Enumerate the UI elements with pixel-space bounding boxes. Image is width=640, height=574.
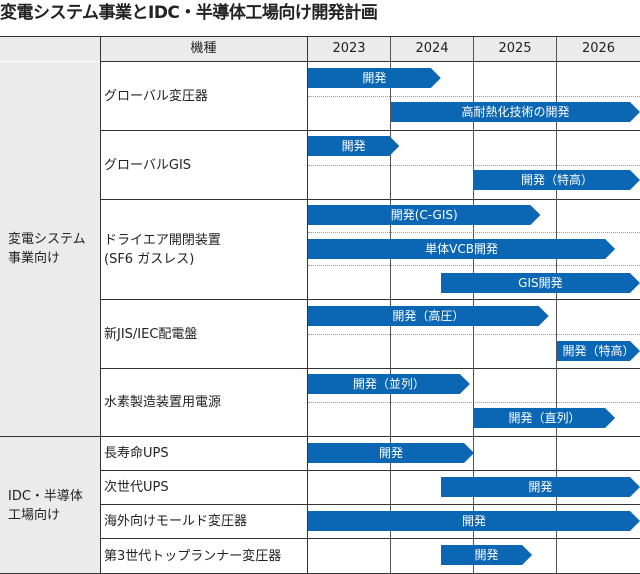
header-year-2024: 2024	[391, 37, 473, 61]
row-divider	[100, 504, 640, 505]
dev-bar: 開発（並列）	[308, 374, 470, 394]
subrow-divider	[308, 265, 640, 266]
product-name: 新JIS/IEC配電盤	[104, 326, 198, 342]
year-divider	[556, 37, 557, 574]
category-substation: 変電システム 事業向け	[0, 62, 100, 436]
dev-bar: 開発（特高）	[474, 170, 640, 190]
column-divider	[100, 37, 101, 574]
dev-bar: 開発	[441, 477, 640, 497]
dev-bar: 高耐熱化技術の開発	[391, 102, 640, 122]
subrow-divider	[308, 334, 640, 335]
subrow-divider	[308, 165, 640, 166]
product-name: 水素製造装置用電源	[104, 395, 222, 410]
dev-bar: 開発	[308, 443, 474, 463]
dev-bar: 単体VCB開発	[308, 239, 615, 259]
subrow-divider	[308, 232, 640, 233]
product-name: グローバルGIS	[104, 157, 192, 173]
header-item: 機種	[100, 37, 307, 61]
header-year-2023: 2023	[308, 37, 390, 61]
dev-bar: 開発	[308, 136, 399, 156]
row-divider	[100, 299, 640, 300]
table-top-border	[0, 36, 640, 37]
page-title: 変電システム事業とIDC・半導体工場向け開発計画	[0, 3, 378, 23]
year-divider	[390, 37, 391, 574]
row-divider	[100, 368, 640, 369]
dev-bar: 開発（高圧）	[308, 306, 549, 326]
product-name: 海外向けモールド変圧器	[104, 514, 248, 529]
row-divider	[100, 130, 640, 131]
dev-bar: 開発（直列）	[474, 408, 615, 428]
product-name: 長寿命UPS	[104, 446, 169, 461]
dev-bar: 開発	[441, 545, 532, 565]
product-name: グローバル変圧器	[104, 88, 208, 104]
header-year-2025: 2025	[474, 37, 556, 61]
dev-bar: 開発（特高）	[557, 341, 640, 361]
row-divider	[100, 199, 640, 200]
dev-bar: 開発	[308, 68, 441, 88]
row-divider	[100, 61, 640, 62]
product-name: ドライエア開閉装置 (SF6 ガスレス)	[104, 232, 221, 267]
category-idc-semiconductor: IDC・半導体 工場向け	[0, 437, 100, 574]
subrow-divider	[308, 96, 640, 97]
header-year-2026: 2026	[557, 37, 640, 61]
header-corner	[0, 37, 100, 61]
category-divider	[0, 436, 640, 437]
product-name: 第3世代トップランナー変圧器	[104, 549, 282, 564]
row-divider	[100, 538, 640, 539]
product-name: 次世代UPS	[104, 480, 169, 495]
dev-bar: 開発	[308, 511, 640, 531]
dev-bar: 開発(C-GIS)	[308, 205, 540, 225]
row-divider	[100, 470, 640, 471]
year-divider	[473, 37, 474, 574]
dev-bar: GIS開発	[441, 273, 640, 293]
subrow-divider	[308, 402, 640, 403]
column-divider	[307, 37, 308, 574]
